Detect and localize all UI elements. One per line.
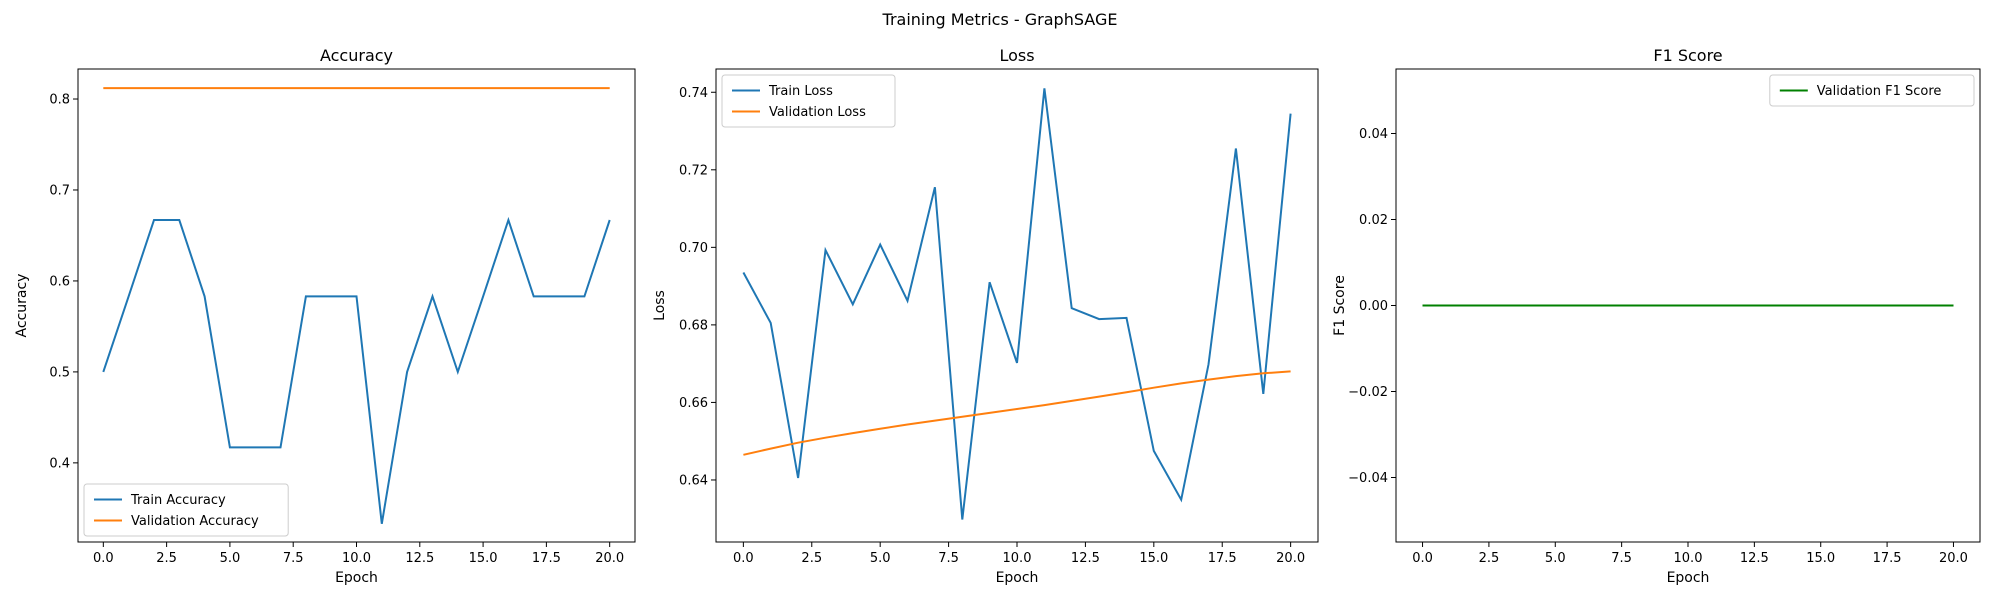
x-tick-label: 2.5 [1479,551,1500,566]
legend: Train Accuracy Validation Accuracy [83,483,289,537]
x-tick-label: 12.5 [405,551,434,566]
x-tick-label: 10.0 [1674,551,1703,566]
x-tick-label: 12.5 [1071,551,1100,566]
y-axis-label: F1 Score [1332,275,1348,336]
x-tick-label: 7.5 [1611,551,1632,566]
subplot-title: Loss [999,46,1034,65]
x-tick-label: 20.0 [1276,551,1305,566]
y-tick-label: 0.74 [679,86,708,101]
x-tick-label: 15.0 [469,551,498,566]
x-tick-label: 17.5 [1873,551,1902,566]
x-tick-label: 7.5 [938,551,959,566]
legend-entry-label: Validation Accuracy [131,514,259,529]
y-tick-label: 0.64 [679,473,708,488]
y-tick-label: 0.68 [679,318,708,333]
y-tick-label: −0.02 [1348,385,1388,400]
y-tick-label: 0.66 [679,396,708,411]
legend-box [83,483,289,537]
y-tick-label: 0.72 [679,163,708,178]
x-tick-label: 20.0 [595,551,624,566]
subplot-title: F1 Score [1653,46,1722,65]
figure-title: Training Metrics - GraphSAGE [882,10,1118,29]
x-tick-label: 17.5 [1208,551,1237,566]
x-tick-label: 2.5 [801,551,822,566]
x-axis-label: Epoch [1667,570,1710,586]
legend: Train Loss Validation Loss [721,74,896,128]
x-axis-label: Epoch [996,570,1039,586]
y-tick-label: 0.4 [49,456,70,471]
x-tick-label: 10.0 [1003,551,1032,566]
subplot-1: 0.0 2.5 5.0 7.5 10.0 12.5 15.0 17.5 20.0 0.4 0.5 0.… [14,46,636,586]
axes-frame [715,68,1319,543]
series-line-2 [743,370,1291,456]
y-tick-label: 0.02 [1359,213,1388,228]
y-tick-label: 0.04 [1359,127,1388,142]
legend: Validation F1 Score [1769,74,1975,107]
y-tick-label: 0.7 [49,183,70,198]
subplot-title: Accuracy [320,46,393,65]
axes-frame [77,68,636,543]
x-tick-label: 0.0 [733,551,754,566]
legend-entry-label: Train Accuracy [130,493,226,508]
legend-box [1769,74,1975,107]
x-tick-label: 0.0 [1412,551,1433,566]
legend-entry-label: Train Loss [768,84,833,99]
x-tick-label: 17.5 [532,551,561,566]
series-line-1 [102,216,611,524]
y-tick-label: −0.04 [1348,471,1388,486]
subplot-2: 0.0 2.5 5.0 7.5 10.0 12.5 15.0 17.5 20.0 0.64 0.66… [652,46,1319,586]
x-tick-label: 20.0 [1939,551,1968,566]
y-axis-label: Loss [652,290,668,321]
y-axis-label: Accuracy [14,274,30,338]
x-axis-label: Epoch [335,570,378,586]
x-tick-label: 15.0 [1139,551,1168,566]
x-tick-label: 10.0 [342,551,371,566]
x-tick-label: 0.0 [93,551,114,566]
series-line-1 [742,88,1292,520]
subplot-3: 0.0 2.5 5.0 7.5 10.0 12.5 15.0 17.5 20.0 −0.04 −0.… [1332,46,1981,586]
legend-box [721,74,896,128]
y-tick-label: 0.70 [679,241,708,256]
x-tick-label: 2.5 [156,551,177,566]
legend-entry-label: Validation Loss [769,105,866,120]
x-tick-label: 5.0 [870,551,891,566]
x-tick-label: 15.0 [1806,551,1835,566]
legend-entry-label: Validation F1 Score [1817,84,1942,99]
x-tick-label: 5.0 [1545,551,1566,566]
x-tick-label: 5.0 [220,551,241,566]
x-tick-label: 7.5 [283,551,304,566]
y-tick-label: 0.8 [49,93,70,108]
y-tick-label: 0.00 [1359,299,1388,314]
y-tick-label: 0.5 [49,365,70,380]
x-tick-label: 12.5 [1740,551,1769,566]
y-tick-label: 0.6 [49,274,70,289]
